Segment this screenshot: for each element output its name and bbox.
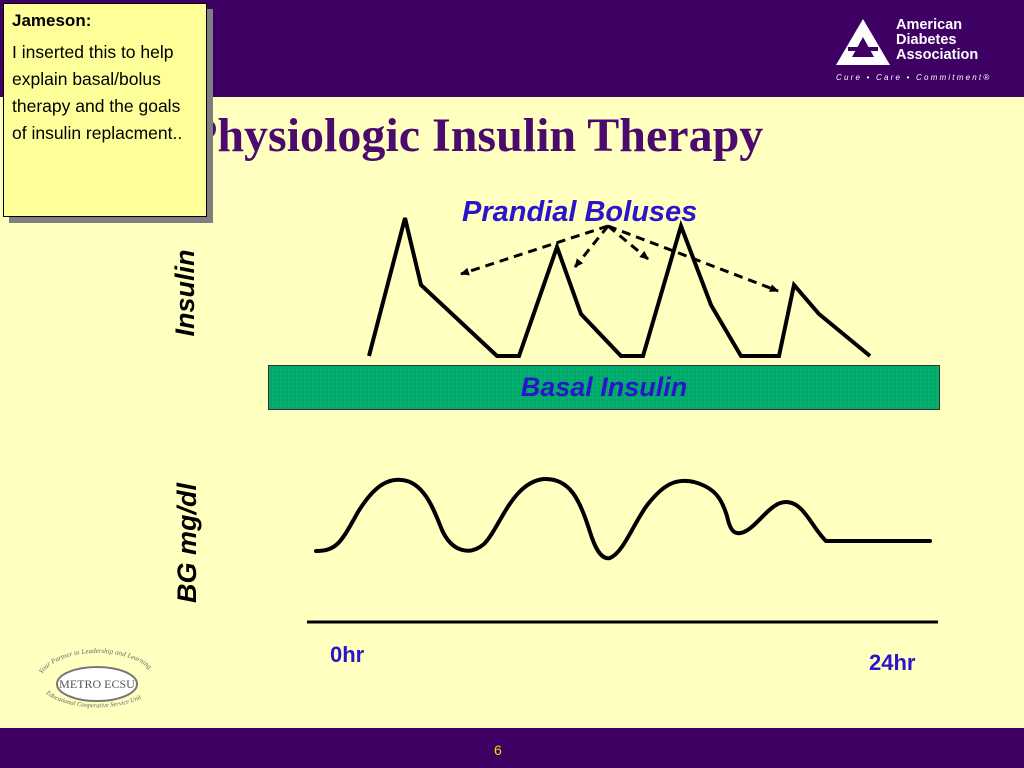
- ada-name: American Diabetes Association: [896, 18, 978, 63]
- bg-axis-label: BG mg/dl: [172, 483, 202, 603]
- time-start-label: 0hr: [330, 642, 365, 667]
- slide-title: Physiologic Insulin Therapy: [188, 109, 764, 162]
- ada-logo: American Diabetes Association Cure • Car…: [836, 17, 1006, 85]
- page-number: 6: [494, 742, 502, 758]
- ada-name-line2: Diabetes: [896, 32, 957, 48]
- ada-tagline: Cure • Care • Commitment®: [836, 73, 992, 82]
- ada-name-line3: Association: [896, 47, 979, 63]
- prandial-boluses-label: Prandial Boluses: [462, 196, 698, 228]
- time-end-label: 24hr: [869, 650, 916, 675]
- speaker-note-callout: Jameson: I inserted this to help explain…: [3, 3, 207, 217]
- basal-insulin-label: Basal Insulin: [520, 372, 688, 402]
- note-author: Jameson:: [12, 11, 92, 30]
- ada-name-line1: American: [896, 17, 963, 33]
- metro-ecsu-logo: Your Partner in Leadership and Learning …: [37, 647, 154, 710]
- bottom-band: [0, 728, 1024, 768]
- svg-text:METRO ECSU: METRO ECSU: [59, 677, 135, 691]
- note-text: I inserted this to help explain basal/bo…: [12, 42, 183, 143]
- insulin-axis-label: Insulin: [170, 249, 200, 337]
- basal-insulin-bar: Basal Insulin: [268, 365, 940, 410]
- ada-triangle-icon: [836, 19, 890, 65]
- prandial-arrow-2: [573, 225, 610, 268]
- prandial-arrow-1: [460, 224, 609, 276]
- prandial-arrow-3: [607, 224, 649, 261]
- insulin-curve: [367, 217, 872, 358]
- prandial-arrow-4: [607, 224, 779, 293]
- bg-curve: [314, 476, 932, 561]
